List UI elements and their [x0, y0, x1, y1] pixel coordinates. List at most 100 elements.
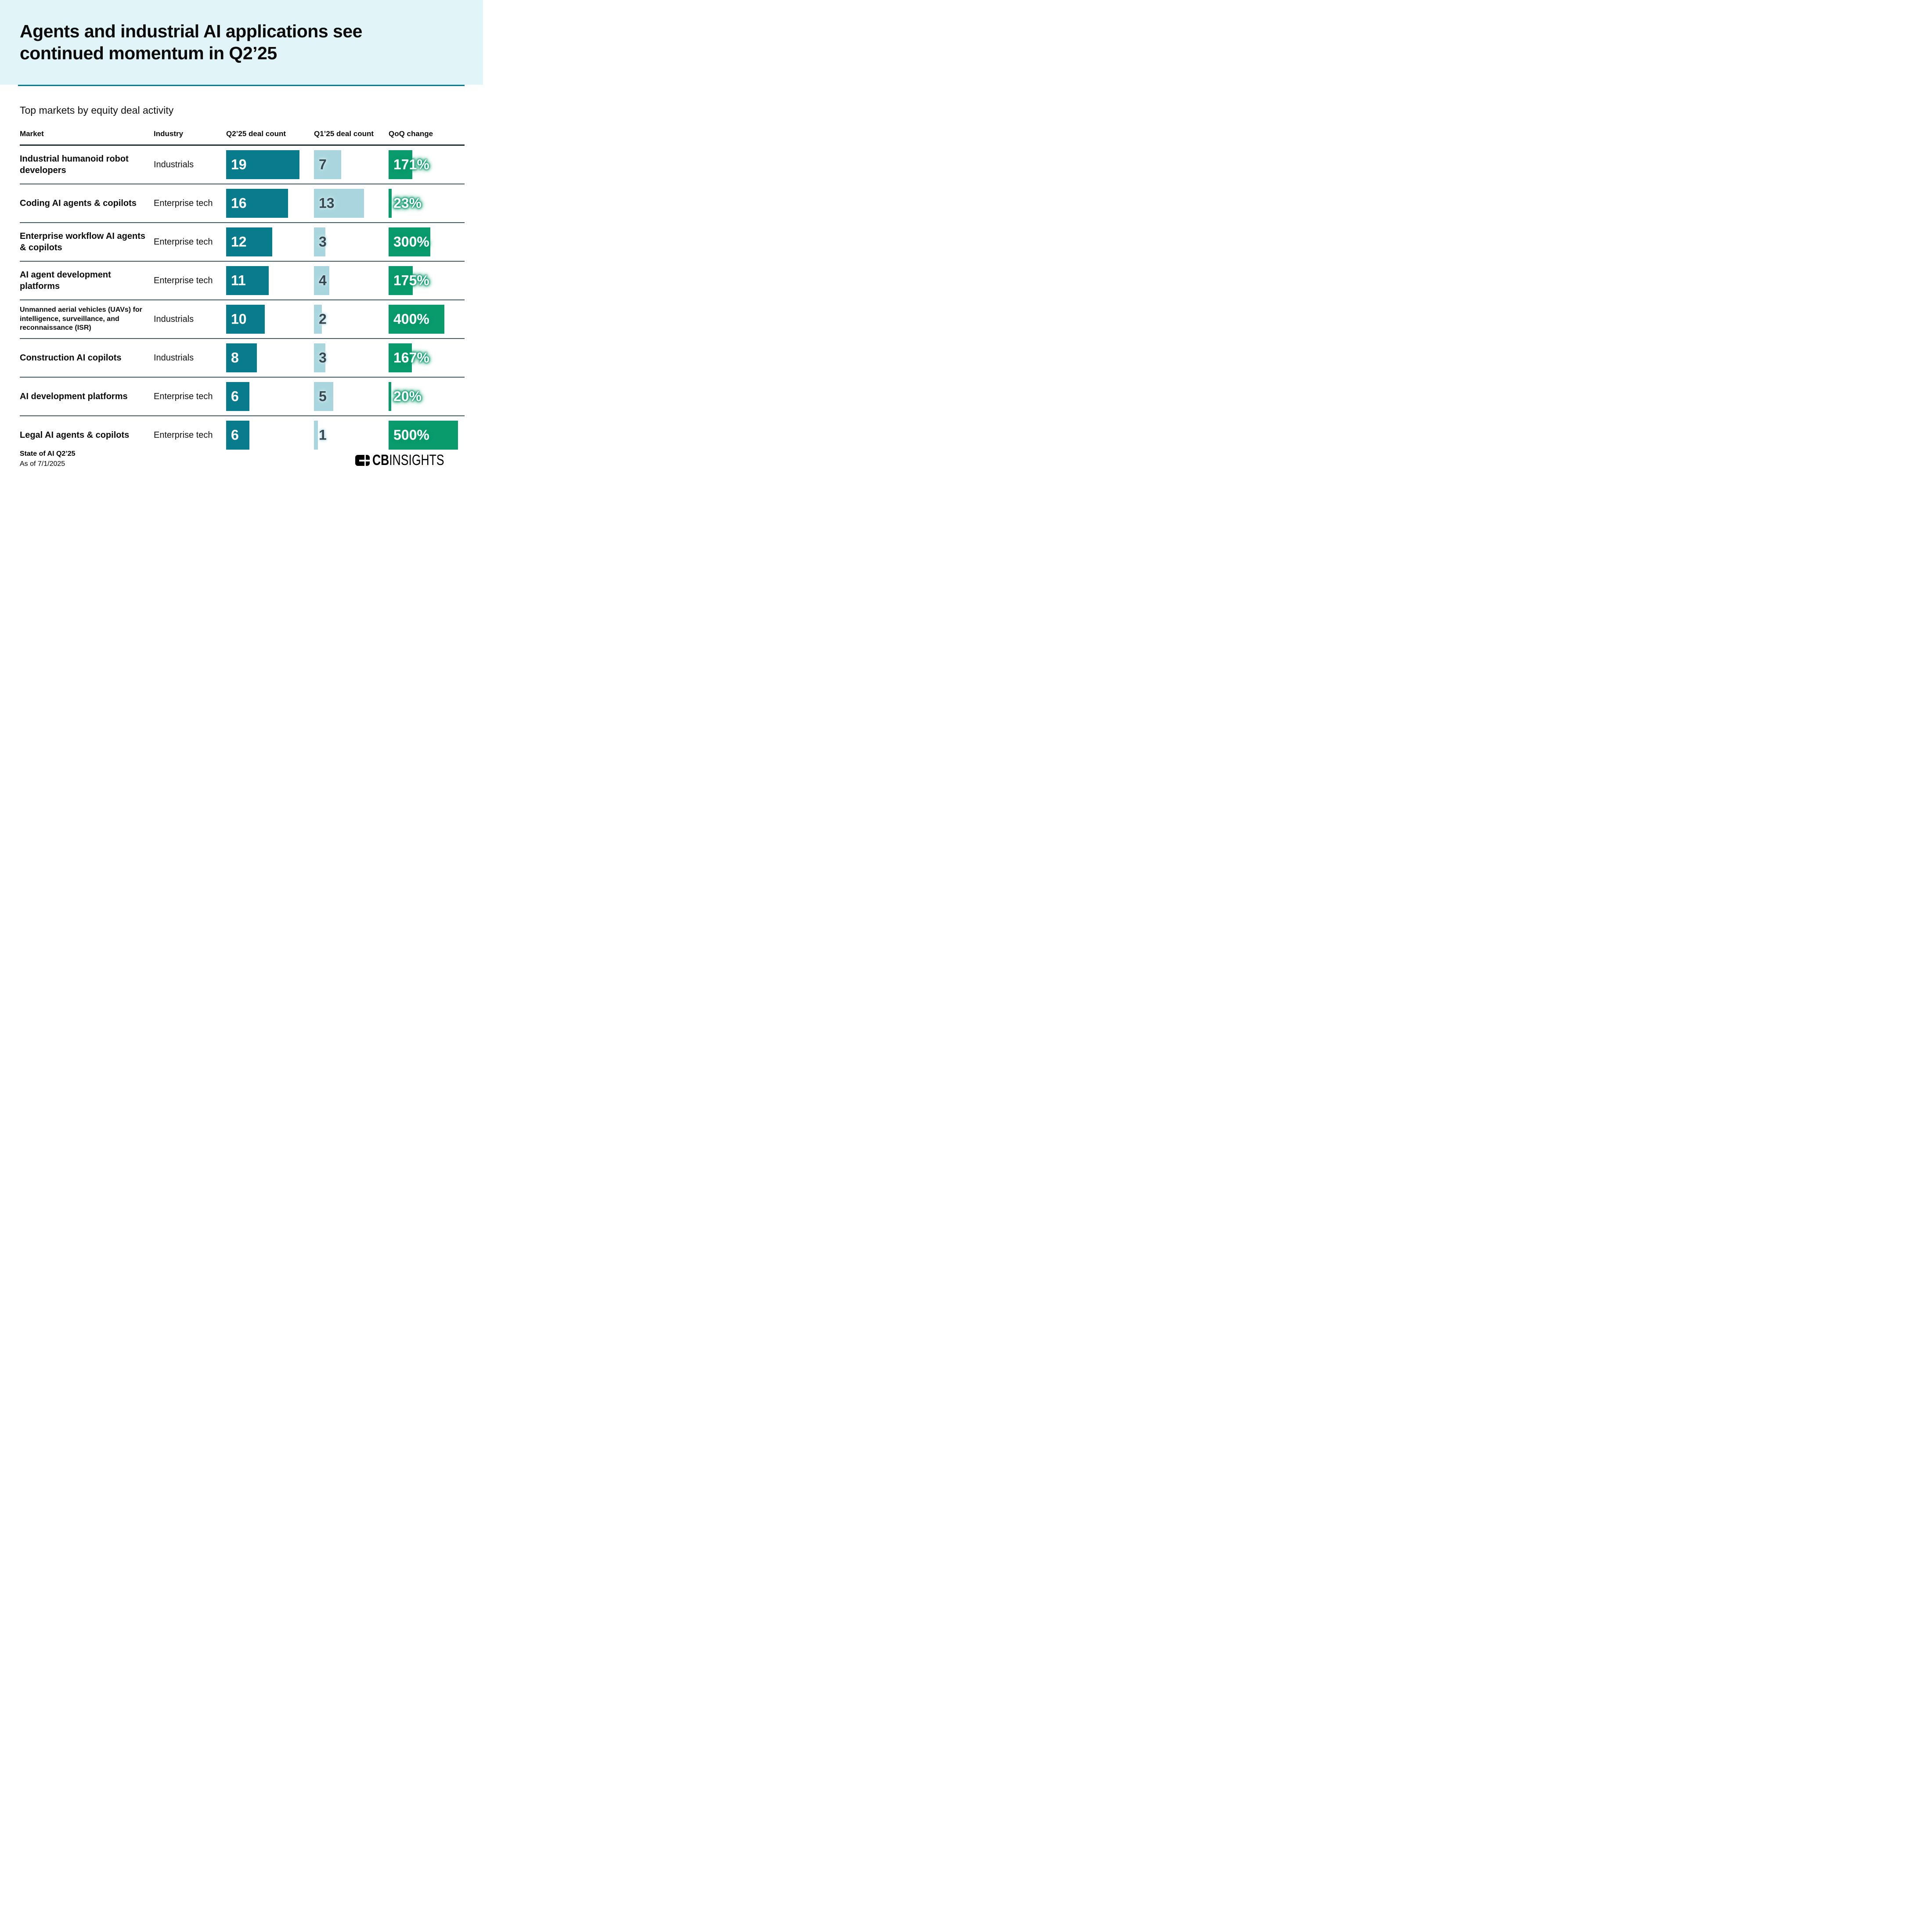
qoq-change-cell: 500%: [389, 421, 465, 450]
table-row: AI development platforms Enterprise tech…: [20, 378, 465, 416]
qoq-change-bar: [389, 382, 392, 411]
column-header-q1-deal-count: Q1’25 deal count: [314, 130, 374, 138]
q1-deal-count-bar: [314, 227, 326, 256]
q2-deal-count-bar: [226, 382, 249, 411]
chart-subtitle: Top markets by equity deal activity: [20, 105, 174, 116]
qoq-change-bar: [389, 305, 444, 334]
table-row: Coding AI agents & copilots Enterprise t…: [20, 184, 465, 223]
qoq-change-cell: 167%: [389, 343, 465, 372]
q2-deal-count-value: 11: [231, 272, 246, 288]
q1-deal-count-bar: [314, 189, 364, 218]
industry-label: Enterprise tech: [154, 198, 213, 208]
q1-deal-count-cell: 4: [314, 266, 389, 295]
qoq-change-value: 500%: [393, 427, 429, 443]
qoq-change-cell: 20%: [389, 382, 465, 411]
logo-cb: CB: [372, 452, 389, 469]
q2-deal-count-bar: [226, 150, 299, 179]
market-name: Unmanned aerial vehicles (UAVs) for inte…: [20, 306, 142, 332]
market-name: Construction AI copilots: [20, 353, 122, 363]
q2-deal-count-value: 6: [231, 388, 239, 404]
q1-deal-count-value: 4: [319, 272, 327, 288]
qoq-change-bar: [389, 421, 458, 450]
q2-deal-count-value: 12: [231, 234, 247, 250]
q1-deal-count-value: 3: [319, 350, 327, 366]
teal-divider: [18, 85, 465, 86]
qoq-change-bar: [389, 343, 412, 372]
column-header-industry: Industry: [154, 130, 184, 138]
q1-deal-count-value: 13: [319, 195, 335, 211]
footer: State of AI Q2’25 As of 7/1/2025 CBINSIG…: [20, 449, 465, 469]
q2-deal-count-cell: 10: [226, 305, 314, 334]
industry-label: Enterprise tech: [154, 391, 213, 401]
q1-deal-count-bar: [314, 343, 326, 372]
q1-deal-count-bar: [314, 382, 333, 411]
qoq-change-value: 167%: [393, 350, 429, 366]
q1-deal-count-bar: [314, 266, 330, 295]
industry-label: Industrials: [154, 353, 194, 363]
cbinsights-logo: CBINSIGHTS: [355, 452, 465, 469]
column-header-qoq-change: QoQ change: [389, 130, 433, 138]
industry-label: Industrials: [154, 159, 194, 169]
qoq-change-cell: 300%: [389, 227, 465, 256]
q2-deal-count-bar: [226, 227, 273, 256]
infographic-page: Agents and industrial AI applications se…: [0, 0, 483, 483]
deal-activity-table: Market Industry Q2’25 deal count Q1’25 d…: [20, 130, 465, 454]
qoq-change-cell: 171%: [389, 150, 465, 179]
table-row: Unmanned aerial vehicles (UAVs) for inte…: [20, 300, 465, 339]
qoq-change-cell: 23%: [389, 189, 465, 218]
q2-deal-count-value: 6: [231, 427, 239, 443]
market-name: Legal AI agents & copilots: [20, 430, 130, 440]
industry-label: Enterprise tech: [154, 430, 213, 440]
q2-deal-count-cell: 8: [226, 343, 314, 372]
q1-deal-count-value: 3: [319, 234, 327, 250]
market-name: Enterprise workflow AI agents & copilots: [20, 231, 145, 252]
q2-deal-count-cell: 16: [226, 189, 314, 218]
q2-deal-count-value: 10: [231, 311, 247, 327]
qoq-change-bar: [389, 150, 413, 179]
q1-deal-count-bar: [314, 421, 318, 450]
table-header-row: Market Industry Q2’25 deal count Q1’25 d…: [20, 130, 465, 146]
q1-deal-count-value: 2: [319, 311, 327, 327]
qoq-change-bar: [389, 227, 430, 256]
market-name: Industrial humanoid robot developers: [20, 154, 129, 175]
q2-deal-count-cell: 19: [226, 150, 314, 179]
q2-deal-count-bar: [226, 421, 249, 450]
column-header-market: Market: [20, 130, 44, 138]
title-band: Agents and industrial AI applications se…: [0, 0, 483, 85]
q1-deal-count-cell: 2: [314, 305, 389, 334]
qoq-change-bar: [389, 266, 413, 295]
logo-insights: INSIGHTS: [389, 452, 444, 469]
q1-deal-count-bar: [314, 305, 322, 334]
logo-mark-horizontal-gap: [359, 460, 370, 461]
q2-deal-count-cell: 6: [226, 382, 314, 411]
q2-deal-count-cell: 11: [226, 266, 314, 295]
cbinsights-logo-mark-icon: [355, 455, 370, 466]
q1-deal-count-cell: 3: [314, 227, 389, 256]
page-title: Agents and industrial AI applications se…: [20, 21, 362, 64]
source-note: State of AI Q2’25 As of 7/1/2025: [20, 449, 76, 469]
table-row: Enterprise workflow AI agents & copilots…: [20, 223, 465, 262]
market-name: Coding AI agents & copilots: [20, 198, 137, 208]
table-row: Industrial humanoid robot developers Ind…: [20, 146, 465, 184]
industry-label: Enterprise tech: [154, 275, 213, 285]
q1-deal-count-value: 1: [319, 427, 327, 443]
qoq-change-value: 400%: [393, 311, 429, 327]
qoq-change-value: 175%: [393, 272, 429, 288]
qoq-change-value: 23%: [393, 195, 422, 211]
market-name: AI agent development platforms: [20, 270, 111, 291]
q1-deal-count-cell: 5: [314, 382, 389, 411]
q2-deal-count-bar: [226, 189, 288, 218]
q1-deal-count-cell: 3: [314, 343, 389, 372]
q2-deal-count-bar: [226, 343, 257, 372]
cbinsights-logo-text: CBINSIGHTS: [372, 452, 444, 469]
q1-deal-count-value: 5: [319, 388, 327, 404]
qoq-change-bar: [389, 189, 392, 218]
qoq-change-cell: 400%: [389, 305, 465, 334]
qoq-change-value: 20%: [393, 388, 422, 404]
market-name: AI development platforms: [20, 392, 128, 401]
q2-deal-count-bar: [226, 266, 269, 295]
q1-deal-count-cell: 1: [314, 421, 389, 450]
qoq-change-value: 300%: [393, 234, 429, 250]
table-row: Legal AI agents & copilots Enterprise te…: [20, 416, 465, 454]
q2-deal-count-cell: 12: [226, 227, 314, 256]
